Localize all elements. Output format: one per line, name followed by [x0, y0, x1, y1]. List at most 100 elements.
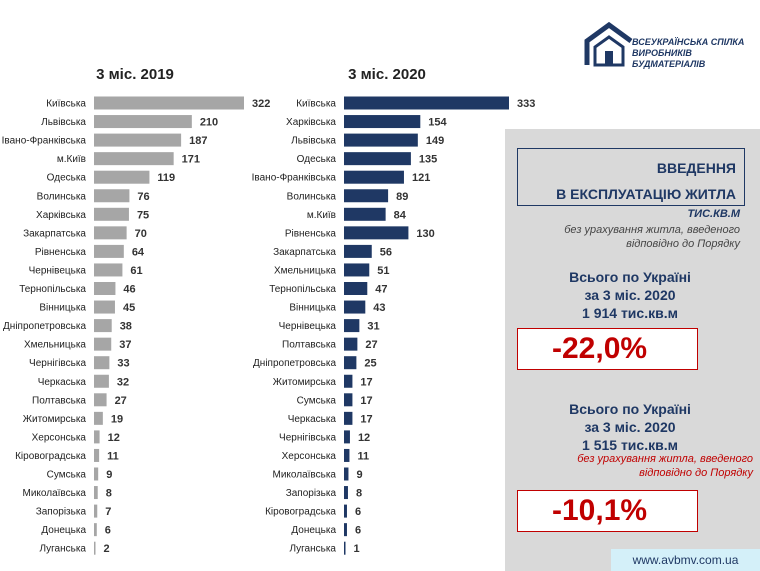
note-excluded-1: без урахування житла, введеного відповід… [520, 223, 740, 251]
bar-2020 [344, 226, 409, 240]
value-label-2020: 6 [355, 506, 361, 518]
category-label-2020: Одеська [297, 154, 337, 165]
bar-2020 [344, 244, 372, 258]
category-label-2019: Миколаївська [23, 488, 87, 499]
category-label-2019: Сумська [47, 470, 87, 481]
bar-2019 [94, 486, 98, 500]
value-label-2020: 17 [360, 413, 372, 425]
category-label-2020: Харківська [286, 117, 336, 128]
value-label-2020: 135 [419, 154, 437, 166]
logo-text-line2: ВИРОБНИКІВ БУДМАТЕРІАЛІВ [632, 48, 706, 69]
category-label-2020: Житомирська [273, 377, 337, 388]
note-excluded-1-line1: без урахування житла, введеного [564, 224, 740, 236]
value-label-2019: 19 [111, 413, 123, 425]
unit-label: ТИС.КВ.М [687, 208, 740, 220]
category-label-2020: Луганська [289, 544, 336, 555]
value-label-2020: 25 [364, 358, 376, 370]
bar-2019 [94, 319, 112, 333]
bar-2019 [94, 152, 174, 166]
category-label-2020: Чернівецька [279, 321, 337, 332]
bar-2020 [344, 504, 347, 518]
bar-2020 [344, 430, 350, 444]
value-label-2019: 12 [108, 432, 120, 444]
category-label-2019: Луганська [39, 544, 86, 555]
total-2-line3: 1 515 тис.кв.м [582, 437, 678, 453]
category-label-2019: Одеська [47, 173, 87, 184]
category-label-2019: Чернівецька [29, 265, 87, 276]
value-label-2019: 2 [104, 543, 110, 555]
value-label-2019: 171 [182, 154, 200, 166]
bar-2020 [344, 374, 353, 388]
value-label-2019: 210 [200, 117, 218, 129]
bar-2020 [344, 300, 366, 314]
category-label-2019: м.Київ [57, 154, 86, 165]
bar-2020 [344, 337, 358, 351]
category-label-2019: Черкаська [38, 377, 87, 388]
bar-2020 [344, 115, 421, 129]
value-label-2019: 75 [137, 209, 149, 221]
category-label-2019: Тернопільська [19, 284, 86, 295]
value-label-2019: 61 [130, 265, 142, 277]
category-label-2020: Закарпатська [273, 247, 336, 258]
bar-2019 [94, 189, 130, 203]
value-label-2019: 33 [117, 358, 129, 370]
value-label-2020: 17 [360, 395, 372, 407]
website-url[interactable]: www.avbmv.com.ua [611, 549, 760, 571]
category-label-2019: Київська [46, 99, 86, 110]
value-label-2019: 46 [123, 284, 135, 296]
value-label-2020: 43 [373, 302, 385, 314]
category-label-2019: Херсонська [32, 432, 87, 443]
category-label-2020: Волинська [287, 191, 337, 202]
value-label-2019: 9 [106, 469, 112, 481]
category-label-2020: м.Київ [307, 210, 336, 221]
category-label-2020: Запорізька [286, 488, 337, 499]
category-label-2019: Донецька [41, 525, 86, 536]
value-label-2020: 84 [394, 209, 407, 221]
bar-2019 [94, 207, 129, 221]
bar-2019 [94, 504, 98, 518]
bar-2020 [344, 356, 357, 370]
logo-text: ВСЕУКРАЇНСЬКА СПІЛКА ВИРОБНИКІВ БУДМАТЕР… [632, 37, 760, 70]
total-2-line2: за 3 міс. 2020 [584, 419, 676, 435]
value-label-2019: 38 [120, 321, 132, 333]
category-label-2019: Запорізька [36, 507, 87, 518]
bar-2019 [94, 263, 123, 277]
value-label-2020: 121 [412, 172, 430, 184]
value-label-2020: 8 [356, 488, 362, 500]
bar-2019 [94, 282, 116, 295]
category-label-2020: Івано-Франківська [252, 173, 337, 184]
value-label-2019: 187 [189, 135, 207, 147]
bar-2019 [94, 226, 127, 240]
value-label-2019: 76 [137, 191, 149, 203]
value-label-2019: 11 [107, 450, 119, 462]
category-label-2020: Донецька [291, 525, 336, 536]
percent-change-1: -22,0% [552, 332, 648, 365]
total-1-line1: Всього по Україні [569, 269, 691, 285]
total-ukraine-1: Всього по Україні за 3 міс. 2020 1 914 т… [530, 268, 730, 322]
category-label-2020: Полтавська [282, 340, 336, 351]
category-label-2020: Чернігівська [279, 432, 336, 443]
bar-2020 [344, 393, 353, 407]
value-label-2019: 64 [132, 246, 145, 258]
bar-2019 [94, 133, 182, 147]
bar-2020 [344, 448, 350, 462]
bar-2020 [344, 486, 348, 500]
category-label-2019: Волинська [37, 191, 87, 202]
category-label-2019: Івано-Франківська [2, 136, 87, 147]
bar-2020 [344, 319, 360, 333]
value-label-2020: 47 [375, 284, 387, 296]
value-label-2019: 70 [135, 228, 147, 240]
category-label-2019: Рівненська [35, 247, 87, 258]
bar-2020 [344, 170, 404, 184]
percent-change-box-1: -22,0% [517, 328, 698, 370]
category-label-2020: Кіровоградська [265, 507, 336, 518]
value-label-2020: 154 [428, 117, 447, 129]
bar-2019 [94, 115, 192, 129]
category-label-2020: Київська [296, 99, 336, 110]
value-label-2020: 11 [357, 450, 369, 462]
value-label-2020: 6 [355, 525, 361, 537]
value-label-2019: 322 [252, 98, 270, 110]
bar-2020 [344, 467, 349, 481]
bar-2020 [344, 282, 368, 295]
